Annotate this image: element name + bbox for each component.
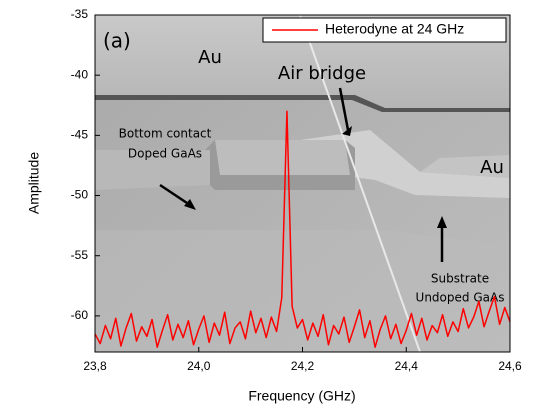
annotation: Doped GaAs — [128, 147, 202, 161]
annotation: Au — [480, 157, 504, 178]
x-tick-label: 24,6 — [498, 359, 522, 373]
annotation: Au — [198, 47, 222, 68]
annotation: Undoped GaAs — [416, 291, 505, 305]
y-tick-label: -40 — [71, 67, 89, 81]
annotations: (a) Au Air bridge Bottom contact Doped GaAs A… — [103, 29, 504, 305]
y-tick-label: -55 — [71, 248, 89, 262]
legend-label: Heterodyne at 24 GHz — [325, 21, 464, 37]
line-series — [94, 110, 511, 348]
y-tick-label: -50 — [71, 188, 89, 202]
annotation: Substrate — [431, 272, 489, 286]
annotation: Air bridge — [278, 63, 366, 84]
x-tick-label: 23,8 — [83, 359, 107, 373]
y-axis-label: Amplitude — [26, 152, 42, 214]
x-axis-label: Frequency (GHz) — [248, 388, 355, 404]
sem-image — [95, 14, 510, 353]
annotation: (a) — [103, 29, 131, 53]
y-tick-label: -60 — [71, 308, 89, 322]
y-tick-label: -45 — [71, 128, 89, 142]
y-tick-label: -35 — [71, 7, 89, 21]
x-tick-label: 24,4 — [395, 359, 419, 373]
annotation: Bottom contact — [119, 127, 212, 141]
x-tick-label: 24,0 — [187, 359, 211, 373]
plot-area — [94, 110, 511, 348]
x-tick-label: 24,2 — [291, 359, 315, 373]
